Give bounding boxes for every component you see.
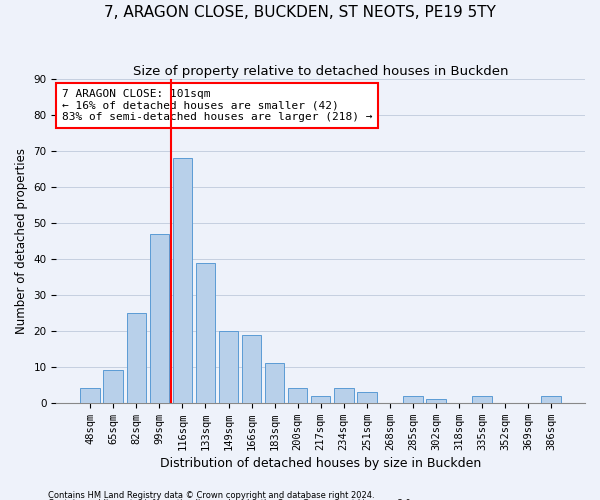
Title: Size of property relative to detached houses in Buckden: Size of property relative to detached ho… xyxy=(133,65,508,78)
Bar xyxy=(357,392,377,403)
Bar xyxy=(149,234,169,403)
Bar xyxy=(403,396,422,403)
Bar xyxy=(334,388,353,403)
Text: 7 ARAGON CLOSE: 101sqm
← 16% of detached houses are smaller (42)
83% of semi-det: 7 ARAGON CLOSE: 101sqm ← 16% of detached… xyxy=(62,89,372,122)
X-axis label: Distribution of detached houses by size in Buckden: Distribution of detached houses by size … xyxy=(160,457,481,470)
Text: Contains public sector information licensed under the Open Government Licence v3: Contains public sector information licen… xyxy=(48,499,413,500)
Bar xyxy=(196,262,215,403)
Text: Contains HM Land Registry data © Crown copyright and database right 2024.: Contains HM Land Registry data © Crown c… xyxy=(48,490,374,500)
Bar xyxy=(219,331,238,403)
Bar xyxy=(288,388,307,403)
Bar xyxy=(541,396,561,403)
Bar xyxy=(127,313,146,403)
Bar xyxy=(80,388,100,403)
Bar xyxy=(242,334,262,403)
Bar xyxy=(173,158,192,403)
Bar xyxy=(426,399,446,403)
Bar xyxy=(265,364,284,403)
Bar xyxy=(311,396,331,403)
Bar xyxy=(472,396,492,403)
Text: 7, ARAGON CLOSE, BUCKDEN, ST NEOTS, PE19 5TY: 7, ARAGON CLOSE, BUCKDEN, ST NEOTS, PE19… xyxy=(104,5,496,20)
Y-axis label: Number of detached properties: Number of detached properties xyxy=(15,148,28,334)
Bar xyxy=(103,370,123,403)
